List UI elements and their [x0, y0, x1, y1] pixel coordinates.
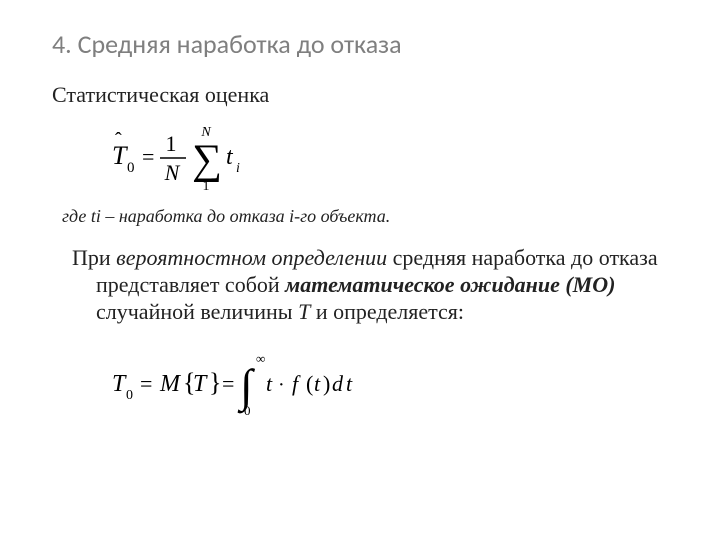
sym-rbrace: } [209, 368, 221, 397]
body-lead: При [72, 245, 116, 270]
body-var-T: T [298, 299, 310, 324]
sym-sub0: 0 [127, 160, 135, 176]
sym-dot: · [278, 374, 285, 396]
note-ti-definition: где ti – наработка до отказа i-го объект… [52, 206, 676, 227]
sym-lparen: ( [306, 371, 313, 396]
sym-Tin: T [193, 371, 208, 397]
sym-T2: T [112, 371, 127, 397]
body-mid2: случайной величины [96, 299, 298, 324]
slide: 4. Средняя наработка до отказа Статистич… [0, 0, 720, 540]
sym-sub0-2: 0 [126, 388, 133, 403]
sym-equals: = [142, 144, 154, 169]
sym-d: d [332, 371, 344, 396]
sym-t2: t [266, 371, 273, 396]
sym-N: N [164, 160, 181, 185]
sym-tp: t [314, 371, 321, 396]
subheading-statistical-estimate: Статистическая оценка [52, 82, 676, 108]
sym-t: t [226, 144, 234, 170]
body-emphasis-prob: вероятностном определении [116, 245, 387, 270]
sym-tvar: t [346, 371, 353, 396]
sigma-icon: ∑ [192, 137, 222, 183]
body-emphasis-mo: математическое ожидание (МО) [285, 272, 615, 297]
sym-f: f [292, 371, 301, 396]
sym-i: i [236, 161, 240, 176]
formula-mean-statistical: T ˆ 0 = 1 N ∑ N 1 t i [52, 118, 676, 196]
sym-zero: 0 [244, 403, 251, 418]
sym-sum-lower: 1 [203, 179, 210, 194]
body-paragraph: При вероятностном определении средняя на… [52, 245, 676, 325]
sym-sum-upper: N [200, 125, 211, 140]
slide-title: 4. Средняя наработка до отказа [52, 28, 676, 60]
body-tail: и определяется: [310, 299, 464, 324]
formula-mean-expectation: T 0 = M { T } = ∫ ∞ 0 t · f ( t [52, 349, 676, 419]
sym-inf: ∞ [256, 351, 265, 366]
sym-eq1: = [140, 371, 152, 396]
sym-eq2: = [222, 371, 234, 396]
sym-M: M [159, 371, 182, 397]
sym-one: 1 [166, 131, 177, 156]
hat-icon: ˆ [115, 129, 122, 151]
sym-rparen: ) [323, 371, 330, 396]
